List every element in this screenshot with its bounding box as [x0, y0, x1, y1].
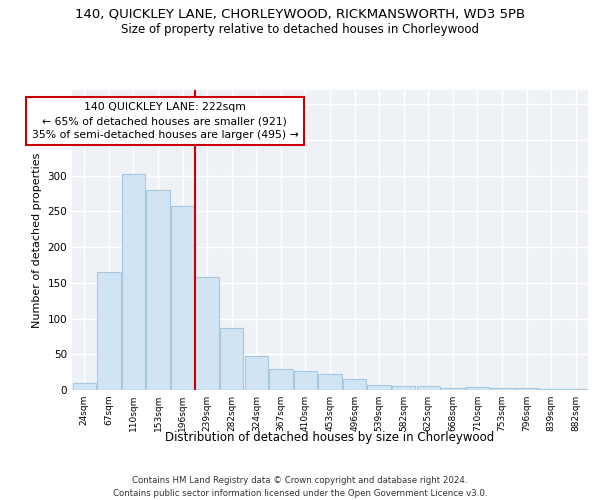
Bar [392, 386, 415, 390]
Y-axis label: Number of detached properties: Number of detached properties [32, 152, 42, 328]
Bar [294, 370, 317, 390]
Bar [441, 388, 464, 390]
Bar [466, 387, 489, 390]
Bar [416, 386, 440, 390]
Bar [220, 328, 244, 390]
Bar [319, 374, 341, 390]
Bar [245, 356, 268, 390]
Bar [73, 383, 96, 390]
Text: Contains HM Land Registry data © Crown copyright and database right 2024.
Contai: Contains HM Land Registry data © Crown c… [113, 476, 487, 498]
Bar [539, 388, 563, 390]
Bar [122, 174, 145, 390]
Text: 140 QUICKLEY LANE: 222sqm
← 65% of detached houses are smaller (921)
35% of semi: 140 QUICKLEY LANE: 222sqm ← 65% of detac… [32, 102, 298, 140]
Text: 140, QUICKLEY LANE, CHORLEYWOOD, RICKMANSWORTH, WD3 5PB: 140, QUICKLEY LANE, CHORLEYWOOD, RICKMAN… [75, 8, 525, 20]
Bar [171, 206, 194, 390]
Bar [196, 277, 219, 390]
Bar [343, 380, 366, 390]
Text: Distribution of detached houses by size in Chorleywood: Distribution of detached houses by size … [166, 431, 494, 444]
Bar [367, 385, 391, 390]
Bar [490, 388, 514, 390]
Bar [97, 272, 121, 390]
Text: Size of property relative to detached houses in Chorleywood: Size of property relative to detached ho… [121, 22, 479, 36]
Bar [146, 190, 170, 390]
Bar [515, 388, 538, 390]
Bar [269, 368, 293, 390]
